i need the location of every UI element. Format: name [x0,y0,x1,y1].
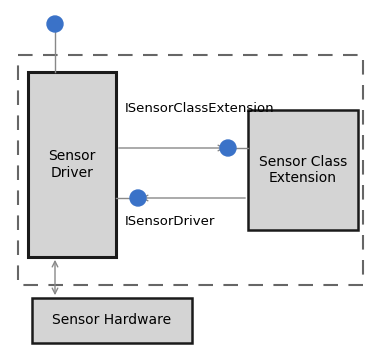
Circle shape [47,16,63,32]
Bar [32,298,192,343]
Circle shape [130,190,146,206]
Bar [18,55,363,285]
Bar [28,72,116,257]
Bar [248,110,358,230]
Circle shape [220,140,236,156]
Text: Sensor
Driver: Sensor Driver [48,149,96,179]
Text: Sensor Class
Extension: Sensor Class Extension [259,155,347,185]
Text: ISensorClassExtension: ISensorClassExtension [125,102,275,115]
Text: Sensor Hardware: Sensor Hardware [53,314,172,327]
Text: ISensorDriver: ISensorDriver [125,215,215,228]
